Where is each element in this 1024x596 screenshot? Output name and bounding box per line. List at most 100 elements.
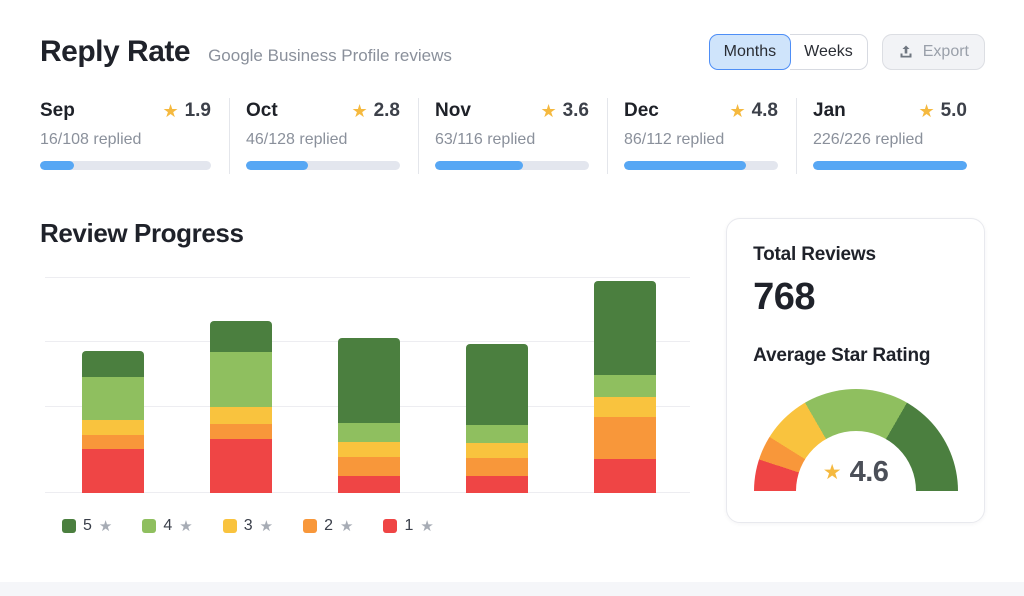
next-section-edge — [0, 582, 1024, 596]
month-label: Dec — [624, 100, 659, 121]
bar-segment-5-star — [466, 344, 528, 425]
legend-label: 2 — [324, 517, 333, 534]
month-rating-value: 3.6 — [562, 100, 589, 121]
legend-swatch — [383, 519, 398, 533]
bar-segment-3-star — [338, 442, 400, 457]
main-section: Review Progress 5 ★ 4 ★ 3 ★ 2 ★ 1 ★ Total Reviews… — [40, 218, 985, 535]
month-rating: ★ 4.8 — [729, 100, 778, 122]
bar-segment-5-star — [594, 281, 656, 375]
month-card-header: Sep ★ 1.9 — [40, 100, 211, 122]
reply-progress-fill — [435, 161, 523, 170]
bar-segment-4-star — [210, 352, 272, 407]
bar-oct — [210, 321, 272, 493]
legend-item-4-star: 4 ★ — [142, 517, 193, 535]
section-title: Review Progress — [40, 218, 244, 248]
month-card-header: Nov ★ 3.6 — [435, 100, 589, 122]
bar-segment-4-star — [466, 425, 528, 443]
replied-count: 46/128 replied — [246, 131, 348, 148]
star-icon: ★ — [822, 461, 842, 484]
bar-segment-2-star — [82, 435, 144, 449]
bar-segment-5-star — [210, 321, 272, 352]
tab-months[interactable]: Months — [708, 34, 792, 70]
reply-progress-fill — [40, 161, 75, 170]
star-icon: ★ — [98, 518, 113, 535]
star-icon: ★ — [339, 518, 354, 535]
stacked-bar-chart — [45, 273, 690, 493]
month-card-header: Jan ★ 5.0 — [813, 100, 967, 122]
bar-segment-4-star — [594, 375, 656, 397]
star-icon: ★ — [420, 518, 434, 535]
legend-label: 5 — [83, 517, 92, 534]
bar-segment-5-star — [338, 338, 400, 423]
avg-rating-value: 4.6 — [849, 456, 889, 488]
star-icon: ★ — [918, 100, 935, 121]
legend-item-5-star: 5 ★ — [62, 517, 112, 535]
reply-progress-bar — [246, 161, 400, 170]
tab-weeks[interactable]: Weeks — [790, 34, 868, 70]
legend-label: 4 — [163, 517, 173, 534]
month-rating: ★ 1.9 — [162, 100, 211, 122]
month-label: Oct — [246, 100, 278, 121]
bar-segment-3-star — [466, 443, 528, 458]
bar-segment-3-star — [82, 420, 144, 435]
bar-segment-1-star — [210, 439, 272, 493]
month-label: Jan — [813, 100, 846, 121]
star-icon: ★ — [259, 518, 274, 535]
reply-progress-bar — [624, 161, 778, 170]
header-titles: Reply Rate Google Business Profile revie… — [40, 35, 452, 69]
bar-segment-4-star — [82, 377, 144, 420]
bar-segment-3-star — [594, 397, 656, 417]
bar-segment-2-star — [466, 458, 528, 476]
replied-count: 226/226 replied — [813, 131, 924, 148]
bar-sep — [82, 351, 144, 493]
page-subtitle: Google Business Profile reviews — [208, 46, 452, 65]
view-toggle: Months Weeks — [708, 34, 868, 70]
bar-jan — [594, 281, 656, 493]
replied-count: 86/112 replied — [624, 131, 725, 148]
legend-item-1-star: 1 ★ — [383, 517, 434, 535]
month-label: Nov — [435, 100, 471, 121]
export-button[interactable]: Export — [881, 34, 985, 70]
replied-count: 63/116 replied — [435, 131, 536, 148]
reply-progress-fill — [246, 161, 308, 170]
legend-label: 1 — [404, 517, 414, 534]
legend-swatch — [303, 519, 318, 533]
month-card-nov: Nov ★ 3.6 63/116 replied — [418, 98, 607, 174]
bar-segment-1-star — [466, 476, 528, 493]
legend-swatch — [222, 519, 237, 533]
month-rating: ★ 5.0 — [918, 100, 967, 122]
replied-count: 16/108 replied — [40, 131, 142, 148]
star-icon: ★ — [351, 100, 368, 121]
month-cards-row: Sep ★ 1.9 16/108 replied Oct ★ 2.8 46/128 repli… — [40, 98, 985, 174]
legend-swatch — [62, 519, 76, 533]
month-rating: ★ 2.8 — [351, 100, 400, 122]
summary-card: Total Reviews 768 Average Star Rating ★ … — [726, 218, 985, 523]
rating-gauge: ★ 4.6 — [753, 389, 958, 491]
bar-segment-5-star — [82, 351, 144, 377]
bar-segment-1-star — [594, 459, 656, 493]
month-card-header: Dec ★ 4.8 — [624, 100, 778, 122]
bar-segment-2-star — [210, 424, 272, 439]
bar-nov — [338, 338, 400, 493]
legend-item-2-star: 2 ★ — [303, 517, 353, 535]
reply-progress-bar — [813, 161, 967, 170]
page-title: Reply Rate — [40, 35, 191, 68]
bar-segment-1-star — [338, 476, 400, 493]
chart-legend: 5 ★ 4 ★ 3 ★ 2 ★ 1 ★ — [62, 517, 726, 535]
bar-segment-4-star — [338, 423, 400, 442]
bar-segment-2-star — [594, 417, 656, 459]
avg-rating-label: Average Star Rating — [753, 345, 931, 366]
month-rating-value: 4.8 — [751, 100, 778, 121]
legend-item-3-star: 3 ★ — [222, 517, 274, 535]
month-rating-value: 5.0 — [940, 100, 967, 121]
star-icon: ★ — [162, 100, 179, 121]
gauge-value: ★ 4.6 — [754, 456, 958, 489]
month-card-jan: Jan ★ 5.0 226/226 replied — [796, 98, 985, 174]
reply-progress-bar — [435, 161, 589, 170]
review-progress-block: Review Progress 5 ★ 4 ★ 3 ★ 2 ★ 1 ★ — [40, 218, 726, 535]
reply-progress-fill — [813, 161, 967, 170]
header: Reply Rate Google Business Profile revie… — [40, 34, 985, 70]
month-label: Sep — [40, 100, 75, 121]
legend-label: 3 — [243, 517, 253, 534]
